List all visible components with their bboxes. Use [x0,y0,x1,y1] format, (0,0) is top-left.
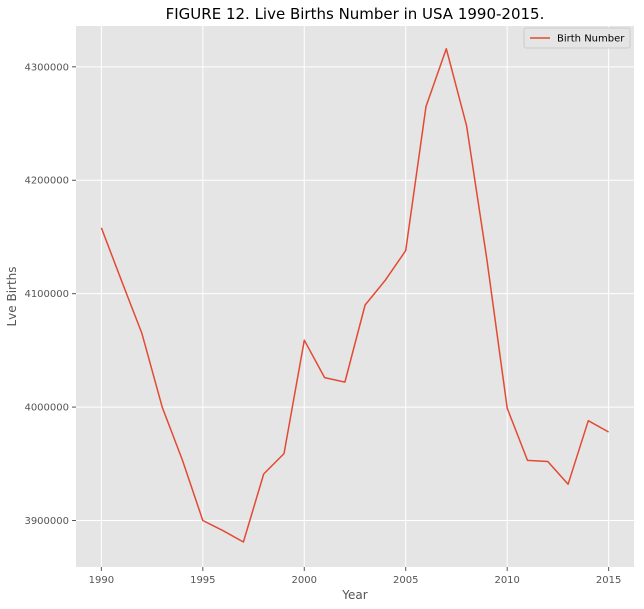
x-axis-ticks: 1990 1995 2000 2005 2010 2015 [89,567,621,586]
y-tick-label: 4200000 [24,176,69,187]
y-tick-label: 4300000 [24,62,69,73]
legend-box [523,27,631,49]
series-lines [100,47,609,543]
y-tick-label: 4000000 [24,403,69,414]
chart-title: FIGURE 12. Live Births Number in USA 199… [166,5,545,23]
y-axis-label: Lve Births [5,266,19,326]
x-tick-label: 2005 [393,575,418,586]
x-axis-label: Year [341,588,367,602]
x-tick-label: 2015 [596,575,621,586]
y-tick-label: 4100000 [24,289,69,300]
y-tick-label: 3900000 [24,516,69,527]
plot-area [76,26,634,567]
grid-lines [76,26,634,567]
series-line [100,47,609,543]
x-tick-label: 1995 [190,575,215,586]
x-tick-label: 1990 [89,575,114,586]
x-tick-label: 2010 [494,575,519,586]
x-tick-label: 2000 [292,575,317,586]
y-axis-ticks: 3900000 4000000 4100000 4200000 4300000 [24,62,76,527]
legend: Birth Number [523,27,631,49]
legend-label: Birth Number [557,34,625,45]
